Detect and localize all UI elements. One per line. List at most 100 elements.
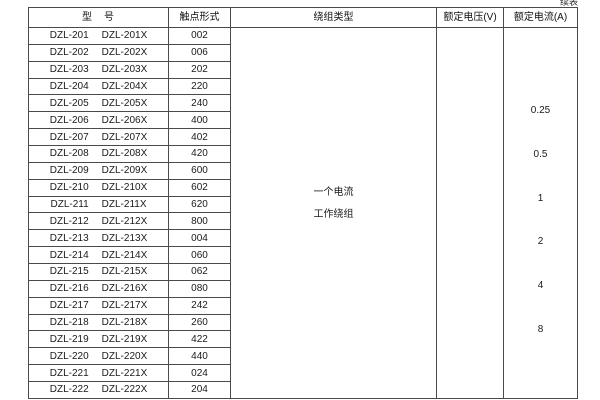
model-number: DZL-206: [49, 114, 89, 126]
contact-form-cell: 240: [191, 97, 208, 109]
model-cell: DZL-213 DZL-213X: [29, 230, 169, 247]
table-body: DZL-201 DZL-201X 002 DZL-202 DZL-202X 006 DZL-…: [29, 28, 577, 398]
contact-form-cell: 800: [191, 215, 208, 227]
model-number-x: DZL-208X: [101, 148, 148, 160]
model-cell: DZL-222 DZL-222X: [29, 382, 169, 398]
model-number: DZL-201: [49, 30, 89, 42]
table-row: DZL-221 DZL-221X 024: [29, 365, 230, 383]
table-row: DZL-218 DZL-218X 260: [29, 314, 230, 332]
model-number: DZL-222: [49, 384, 89, 396]
model-cell: DZL-215 DZL-215X: [29, 264, 169, 280]
contact-form-cell: 620: [191, 199, 208, 211]
model-cell: DZL-205 DZL-205X: [29, 95, 169, 112]
model-number: DZL-202: [49, 47, 89, 59]
contact-form-cell: 024: [191, 367, 208, 379]
rated-current-value: 4: [537, 280, 544, 291]
model-cell: DZL-206 DZL-206X: [29, 112, 169, 129]
contact-form-cell: 600: [191, 165, 208, 177]
contact-form-cell: 204: [191, 384, 208, 396]
header-model: 型 号: [29, 8, 169, 27]
model-cell: DZL-207 DZL-207X: [29, 129, 169, 146]
rated-current-cell: 0.25 0.5 1 2 4 8: [504, 28, 577, 398]
model-cell: DZL-210 DZL-210X: [29, 179, 169, 196]
model-number: DZL-203: [49, 64, 89, 76]
model-number: DZL-215: [49, 266, 89, 278]
model-rows-column: DZL-201 DZL-201X 002 DZL-202 DZL-202X 006 DZL-…: [29, 28, 231, 398]
contact-form-cell: 402: [191, 131, 208, 143]
model-number: DZL-213: [49, 232, 89, 244]
model-number-x: DZL-211X: [101, 199, 147, 211]
rated-current-value: 2: [537, 236, 544, 247]
model-number: DZL-212: [49, 215, 89, 227]
table-row: DZL-220 DZL-220X 440: [29, 348, 230, 366]
rated-current-value: 8: [537, 324, 544, 335]
model-number-x: DZL-213X: [101, 232, 148, 244]
model-number-x: DZL-206X: [101, 114, 148, 126]
table-row: DZL-201 DZL-201X 002: [29, 28, 230, 45]
contact-form-cell: 062: [191, 266, 208, 278]
model-cell: DZL-212 DZL-212X: [29, 213, 169, 230]
header-rated-voltage: 额定电压(V): [437, 8, 504, 27]
model-number-x: DZL-214X: [101, 249, 148, 261]
model-number-x: DZL-203X: [101, 64, 148, 76]
model-number: DZL-217: [49, 300, 89, 312]
model-cell: DZL-218 DZL-218X: [29, 314, 169, 331]
model-cell: DZL-208 DZL-208X: [29, 146, 169, 162]
model-number: DZL-211: [50, 199, 89, 211]
table-row: DZL-213 DZL-213X 004: [29, 230, 230, 248]
model-number-x: DZL-204X: [101, 81, 148, 92]
model-number-x: DZL-207X: [101, 131, 148, 143]
table-row: DZL-212 DZL-212X 800: [29, 213, 230, 231]
model-cell: DZL-217 DZL-217X: [29, 297, 169, 314]
model-number: DZL-218: [49, 317, 89, 329]
model-number: DZL-205: [49, 97, 89, 109]
header-rated-current: 额定电流(A): [513, 12, 568, 23]
contact-form-cell: 202: [191, 64, 208, 76]
model-cell: DZL-201 DZL-201X: [29, 28, 169, 44]
table-row: DZL-219 DZL-219X 422: [29, 331, 230, 349]
table-row: DZL-216 DZL-216X 080: [29, 280, 230, 298]
model-number-x: DZL-220X: [101, 350, 148, 362]
model-cell: DZL-214 DZL-214X: [29, 247, 169, 264]
model-number: DZL-204: [49, 81, 89, 92]
model-number: DZL-207: [49, 131, 89, 143]
model-number-x: DZL-219X: [101, 333, 148, 345]
model-cell: DZL-216 DZL-216X: [29, 280, 169, 297]
contact-form-cell: 602: [191, 182, 208, 194]
rated-voltage-cell: [437, 28, 504, 398]
model-number-x: DZL-216X: [101, 283, 148, 295]
table-row: DZL-222 DZL-222X 204: [29, 382, 230, 398]
model-number: DZL-210: [49, 182, 89, 194]
model-number-x: DZL-210X: [101, 182, 148, 194]
model-number-x: DZL-201X: [101, 30, 148, 42]
contact-form-cell: 420: [191, 148, 208, 160]
model-cell: DZL-209 DZL-209X: [29, 162, 169, 179]
table-row: DZL-215 DZL-215X 062: [29, 264, 230, 281]
contact-form-cell: 006: [191, 47, 208, 59]
model-cell: DZL-220 DZL-220X: [29, 348, 169, 365]
model-number: DZL-209: [49, 165, 89, 177]
contact-form-cell: 220: [191, 81, 208, 92]
table-row: DZL-208 DZL-208X 420: [29, 146, 230, 163]
table-row: DZL-206 DZL-206X 400: [29, 112, 230, 130]
table-row: DZL-211 DZL-211X 620: [29, 196, 230, 214]
contact-form-cell: 004: [191, 232, 208, 244]
winding-type-cell: 一个电流 工作绕组: [231, 28, 437, 398]
model-number-x: DZL-215X: [101, 266, 148, 278]
rated-current-value: 0.25: [530, 105, 551, 116]
table-row: DZL-209 DZL-209X 600: [29, 162, 230, 180]
header-contact-form: 触点形式: [169, 8, 231, 27]
model-number: DZL-216: [49, 283, 89, 295]
model-cell: DZL-202 DZL-202X: [29, 44, 169, 61]
model-cell: DZL-204 DZL-204X: [29, 78, 169, 95]
table-row: DZL-203 DZL-203X 202: [29, 61, 230, 79]
model-cell: DZL-203 DZL-203X: [29, 61, 169, 78]
table-row: DZL-205 DZL-205X 240: [29, 95, 230, 113]
contact-form-cell: 440: [191, 350, 208, 362]
model-number-x: DZL-222X: [101, 384, 148, 396]
contact-form-cell: 060: [191, 249, 208, 261]
model-number-x: DZL-218X: [101, 317, 148, 329]
table-header-row: 型 号 触点形式 绕组类型 额定电压(V) 额定电流(A): [29, 8, 577, 28]
model-number: DZL-219: [49, 333, 89, 345]
